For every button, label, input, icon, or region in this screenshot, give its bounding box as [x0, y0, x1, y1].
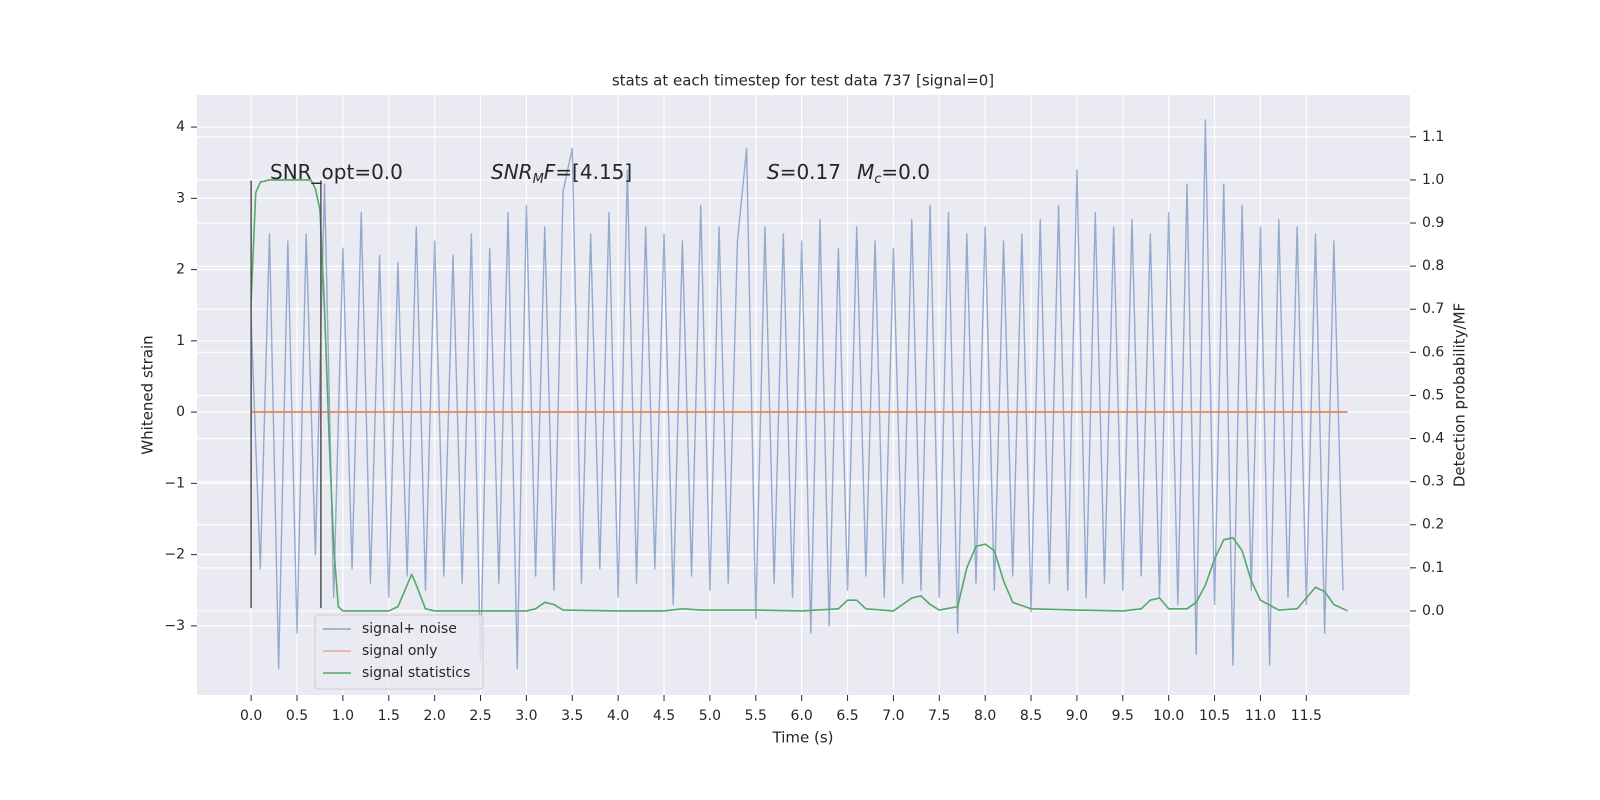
annotation-part: SNR_opt=0.0: [270, 160, 403, 184]
annotation-part: =[4.15]: [555, 160, 632, 184]
annotation: SNRMF=[4.15]: [491, 160, 632, 187]
x-tick-label: 7.5: [928, 708, 950, 724]
series-line: [250, 179, 1348, 612]
y2-tick-label: 0.0: [1422, 603, 1444, 619]
annotation-part: F: [544, 160, 556, 184]
x-tick-label: 3.5: [561, 708, 583, 724]
x-tick-label: 11.5: [1291, 708, 1322, 724]
x-tick-label: 10.0: [1153, 708, 1184, 724]
annotation-part: S: [767, 160, 780, 184]
annotation-part: =0.0: [881, 160, 930, 184]
y-tick-label: 1: [176, 333, 185, 349]
y2-tick-label: 0.1: [1422, 560, 1444, 576]
y-tick-label: −1: [164, 475, 185, 491]
series-line: [250, 119, 1344, 670]
y2-tick-label: 0.2: [1422, 517, 1444, 533]
x-tick-label: 7.0: [882, 708, 904, 724]
y2-tick-label: 0.6: [1422, 344, 1444, 360]
legend-label: signal statistics: [362, 665, 470, 681]
x-tick-label: 6.5: [836, 708, 858, 724]
chart-title: stats at each timestep for test data 737…: [612, 72, 994, 90]
y2-tick-label: 0.3: [1422, 474, 1444, 490]
x-axis-label: Time (s): [772, 729, 834, 747]
y-tick-label: −3: [164, 618, 185, 634]
x-tick-label: 5.0: [699, 708, 721, 724]
x-tick-label: 2.0: [424, 708, 446, 724]
x-tick-label: 1.0: [332, 708, 354, 724]
y2-tick-label: 0.9: [1422, 215, 1444, 231]
y-tick-label: 0: [176, 404, 185, 420]
x-tick-label: 10.5: [1199, 708, 1230, 724]
x-tick-label: 0.0: [240, 708, 262, 724]
y2-tick-label: 1.1: [1422, 129, 1444, 145]
y2-tick-label: 0.7: [1422, 301, 1444, 317]
y-tick-label: 4: [176, 119, 185, 135]
x-tick-label: 2.5: [469, 708, 491, 724]
annotation-part: M: [533, 172, 544, 187]
annotation-part: c: [874, 172, 881, 187]
x-tick-label: 4.5: [653, 708, 675, 724]
x-tick-label: 0.5: [286, 708, 308, 724]
y-tick-label: 2: [176, 262, 185, 278]
x-tick-label: 9.5: [1112, 708, 1134, 724]
x-tick-label: 8.0: [974, 708, 996, 724]
x-tick-label: 8.5: [1020, 708, 1042, 724]
annotation-part: SNR: [491, 160, 533, 184]
x-tick-label: 1.5: [378, 708, 400, 724]
x-tick-label: 4.0: [607, 708, 629, 724]
x-tick-label: 11.0: [1245, 708, 1276, 724]
y-axis-label: Whitened strain: [139, 335, 157, 454]
legend-box: [314, 614, 484, 690]
y2-tick-label: 0.8: [1422, 258, 1444, 274]
x-tick-label: 6.0: [791, 708, 813, 724]
x-tick-label: 9.0: [1066, 708, 1088, 724]
annotation: S=0.17 Mc=0.0: [767, 160, 930, 187]
x-tick-label: 3.0: [515, 708, 537, 724]
annotation-part: =0.17: [780, 160, 841, 184]
y2-axis-label: Detection probability/MF: [1451, 303, 1469, 487]
y2-tick-label: 0.4: [1422, 431, 1444, 447]
y-tick-label: 3: [176, 190, 185, 206]
annotation: SNR_opt=0.0: [270, 160, 403, 184]
legend-label: signal only: [362, 643, 437, 659]
y2-tick-label: 0.5: [1422, 387, 1444, 403]
annotation-part: M: [857, 160, 874, 184]
x-tick-label: 5.5: [745, 708, 767, 724]
legend-label: signal+ noise: [362, 621, 457, 637]
y2-tick-label: 1.0: [1422, 172, 1444, 188]
y-tick-label: −2: [164, 547, 185, 563]
